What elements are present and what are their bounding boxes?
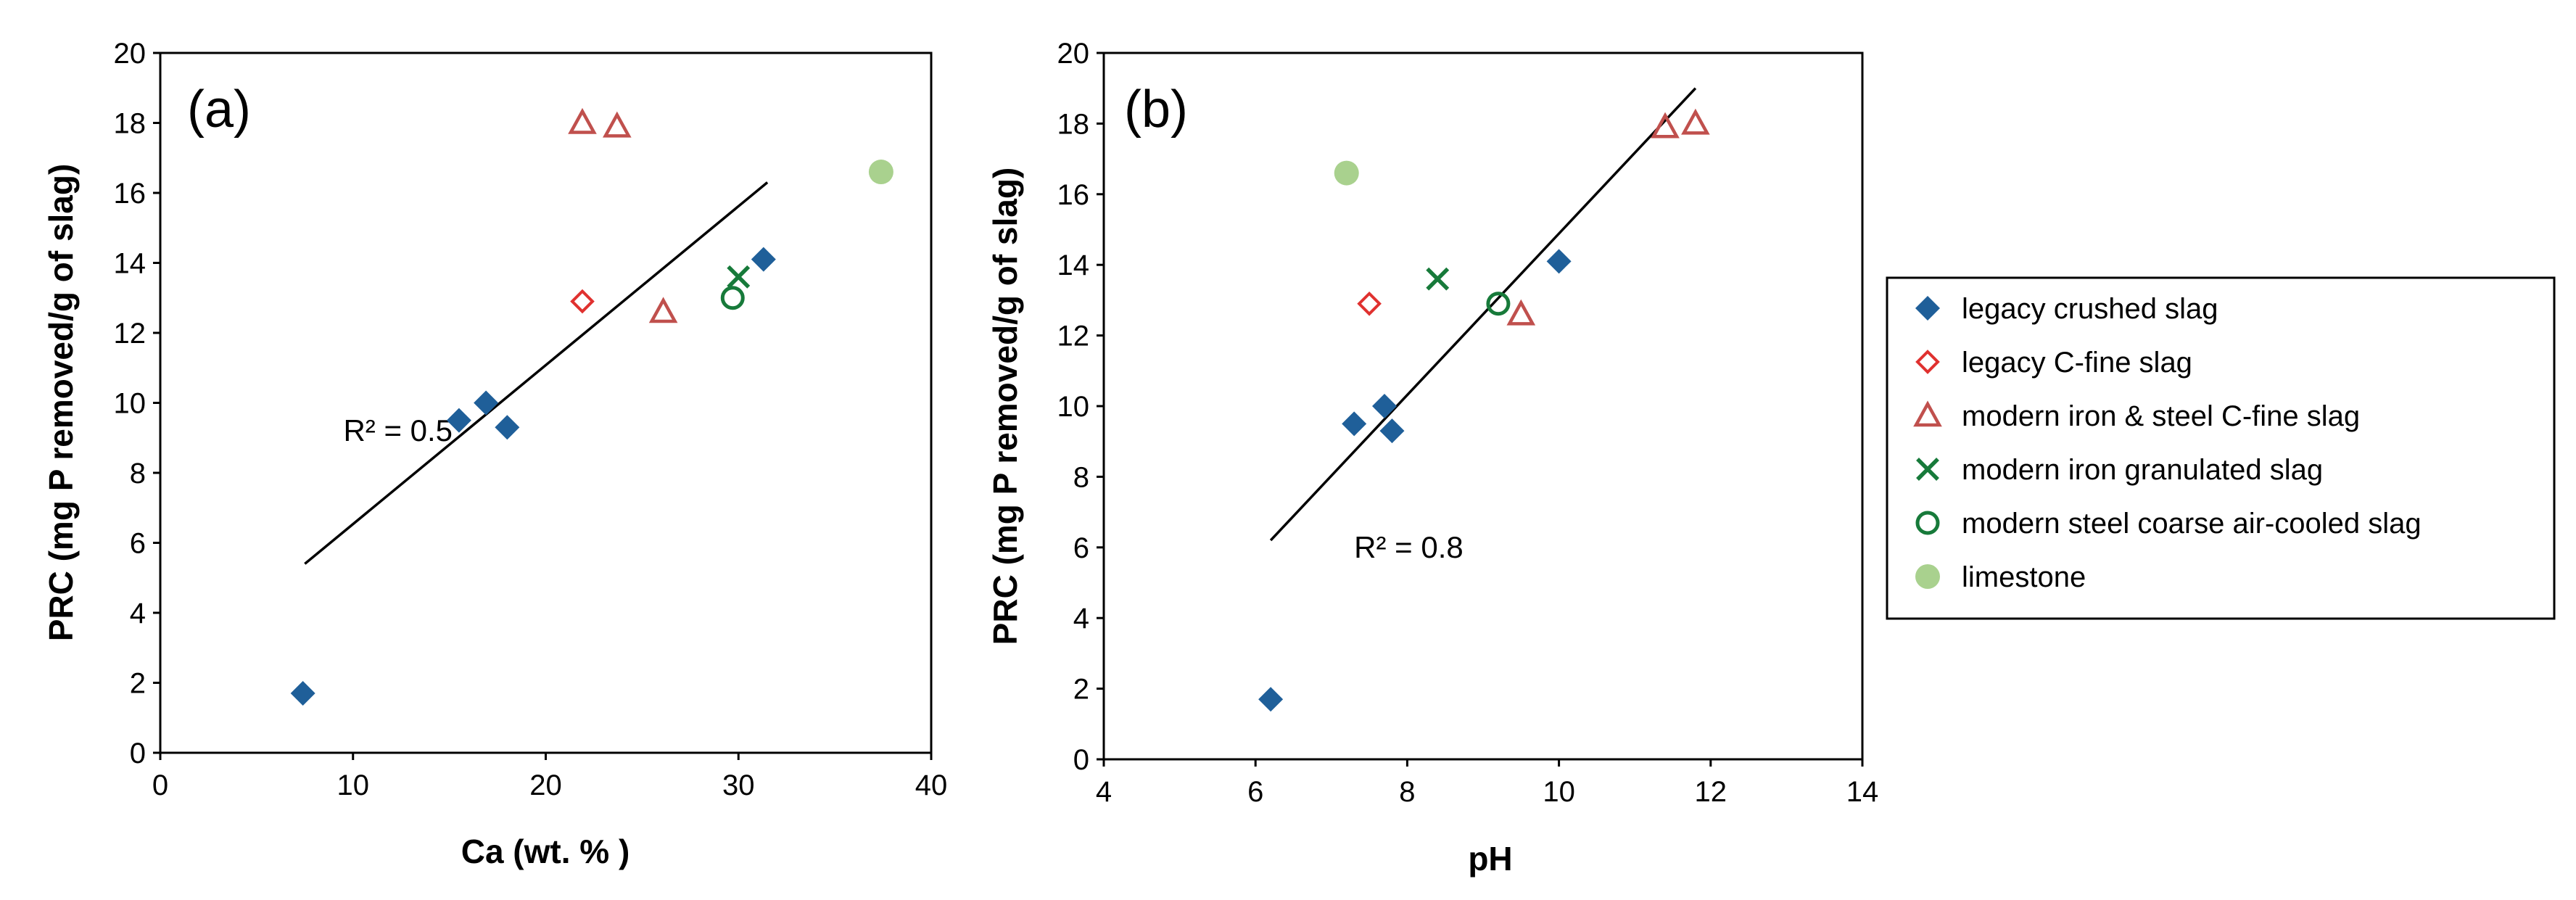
y-tick-label: 20: [114, 38, 146, 70]
panel-label: (b): [1124, 80, 1188, 139]
y-tick-label: 12: [1057, 321, 1090, 352]
data-point-modern-cfine: [648, 297, 678, 323]
data-point-legacy-crushed: [290, 680, 315, 706]
x-axis-title: Ca (wt. % ): [461, 833, 630, 870]
chart-panel-a: (a) Ca (wt. % ) PRC (mg P removed/g of s…: [42, 38, 947, 870]
data-point-legacy-crushed: [1342, 411, 1367, 437]
panel-label: (a): [187, 80, 251, 139]
data-point-modern-cfine: [1651, 112, 1680, 139]
data-point-modern-coarse: [720, 286, 745, 310]
y-tick-label: 6: [1073, 532, 1089, 564]
legend-item: modern iron & steel C-fine slag: [1913, 400, 2360, 432]
legend-marker: [1915, 564, 1940, 589]
chart-panel-b: (b) pH PRC (mg P removed/g of slag) 0 2 4 6…: [986, 38, 1878, 878]
data-point-legacy-crushed: [474, 390, 499, 416]
y-tick-label: 12: [114, 318, 146, 350]
y-tick-label: 16: [114, 178, 146, 210]
y-tick-label: 14: [1057, 249, 1090, 281]
legend-marker: [1913, 400, 1942, 427]
legend-label: modern iron & steel C-fine slag: [1962, 400, 2360, 432]
x-tick-label: 6: [1247, 776, 1263, 808]
legend-item: legacy C-fine slag: [1915, 347, 2192, 379]
data-point-legacy-crushed: [446, 408, 471, 433]
legend: legacy crushed slag legacy C-fine slag mod…: [1886, 276, 2556, 620]
y-tick-label: 8: [1073, 461, 1089, 493]
y-tick-label: 8: [130, 458, 146, 490]
y-tick-label: 2: [1073, 674, 1089, 706]
r-squared-label: R² = 0.8: [1354, 530, 1464, 564]
x-tick-label: 8: [1399, 776, 1415, 808]
legend-item: modern iron granulated slag: [1916, 454, 2323, 486]
legend-marker: [1915, 511, 1940, 535]
legend-item: legacy crushed slag: [1915, 293, 2218, 325]
legend-marker: [1916, 458, 1939, 481]
r-squared-label: R² = 0.5: [343, 413, 453, 447]
x-tick-label: 0: [152, 769, 168, 801]
x-tick-label: 30: [722, 769, 755, 801]
x-tick-label: 20: [529, 769, 562, 801]
y-axis-title: PRC (mg P removed/g of slag): [42, 164, 80, 642]
x-axis-title: pH: [1468, 840, 1512, 878]
data-point-legacy-crushed: [495, 415, 520, 440]
data-point-modern-cfine: [1681, 108, 1710, 135]
y-tick-label: 0: [130, 738, 146, 769]
legend-item: limestone: [1915, 561, 2086, 593]
trendline: [304, 181, 769, 565]
x-tick-label: 10: [1543, 776, 1575, 808]
legend-box: [1886, 276, 2556, 620]
data-point-legacy-crushed: [1379, 418, 1405, 444]
data-point-legacy-crushed: [1546, 249, 1572, 274]
y-tick-label: 2: [130, 668, 146, 700]
x-tick-label: 14: [1846, 776, 1879, 808]
x-tick-label: 12: [1695, 776, 1727, 808]
legend-item: modern steel coarse air-cooled slag: [1915, 508, 2422, 540]
y-tick-label: 10: [1057, 391, 1090, 423]
data-point-legacy-crushed: [751, 247, 776, 272]
y-tick-label: 6: [130, 528, 146, 560]
legend-label: modern iron granulated slag: [1962, 454, 2323, 486]
data-point-limestone: [1334, 160, 1359, 186]
y-axis-title: PRC (mg P removed/g of slag): [986, 168, 1024, 645]
legend-label: modern steel coarse air-cooled slag: [1962, 508, 2422, 540]
x-tick-label: 10: [337, 769, 370, 801]
data-point-legacy-crushed: [1372, 394, 1398, 418]
data-point-modern-granulated: [727, 265, 751, 289]
data-point-legacy-crushed: [1258, 687, 1284, 712]
legend-marker: [1915, 296, 1940, 321]
data-point-modern-granulated: [1426, 267, 1450, 291]
legend-label: legacy crushed slag: [1962, 293, 2218, 325]
y-tick-label: 10: [114, 388, 146, 420]
y-tick-label: 16: [1057, 179, 1090, 211]
y-tick-label: 0: [1073, 744, 1089, 776]
y-tick-label: 14: [114, 248, 146, 280]
y-tick-label: 20: [1057, 38, 1090, 70]
data-point-modern-cfine: [568, 107, 597, 134]
data-point-legacy-cfine: [570, 289, 595, 314]
data-point-modern-coarse: [1486, 292, 1511, 316]
data-point-modern-cfine: [1506, 299, 1536, 326]
data-point-limestone: [868, 160, 893, 185]
x-tick-label: 4: [1096, 776, 1112, 808]
y-tick-label: 4: [1073, 603, 1089, 635]
y-tick-label: 4: [130, 598, 146, 629]
legend-label: legacy C-fine slag: [1962, 347, 2192, 379]
legend-marker: [1915, 350, 1940, 374]
data-point-modern-cfine: [603, 111, 632, 138]
y-tick-label: 18: [114, 108, 146, 140]
legend-label: limestone: [1962, 561, 2086, 593]
data-point-legacy-cfine: [1357, 291, 1382, 316]
x-tick-label: 40: [915, 769, 948, 801]
y-tick-label: 18: [1057, 108, 1090, 140]
trendline: [1269, 87, 1697, 542]
